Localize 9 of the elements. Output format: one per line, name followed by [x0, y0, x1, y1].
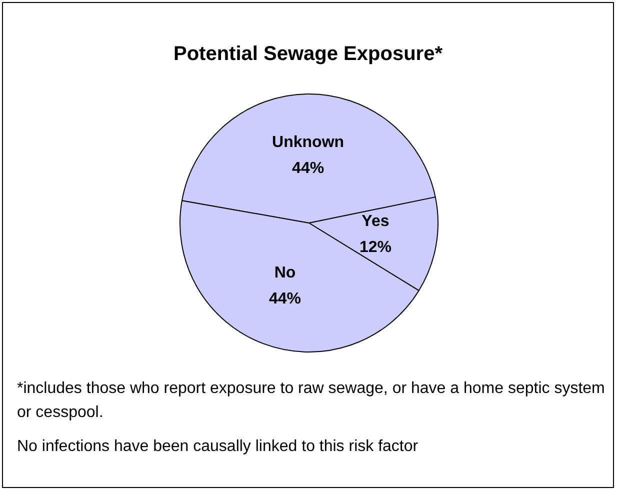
data-label: 44% — [292, 160, 324, 178]
text: *includes those who report exposure to raw sewage, or have a home septic system or cesspool. — [17, 379, 606, 423]
slice-label: Yes — [362, 213, 390, 230]
slice-label: Unknown — [272, 134, 344, 152]
data-label: 44% — [269, 290, 302, 308]
chart-title: Potential Sewage Exposure* — [172, 43, 444, 66]
data-label: 12% — [359, 239, 392, 256]
text: No infections have been causally linked to this risk factor — [17, 437, 420, 457]
slice-label: No — [274, 264, 296, 282]
